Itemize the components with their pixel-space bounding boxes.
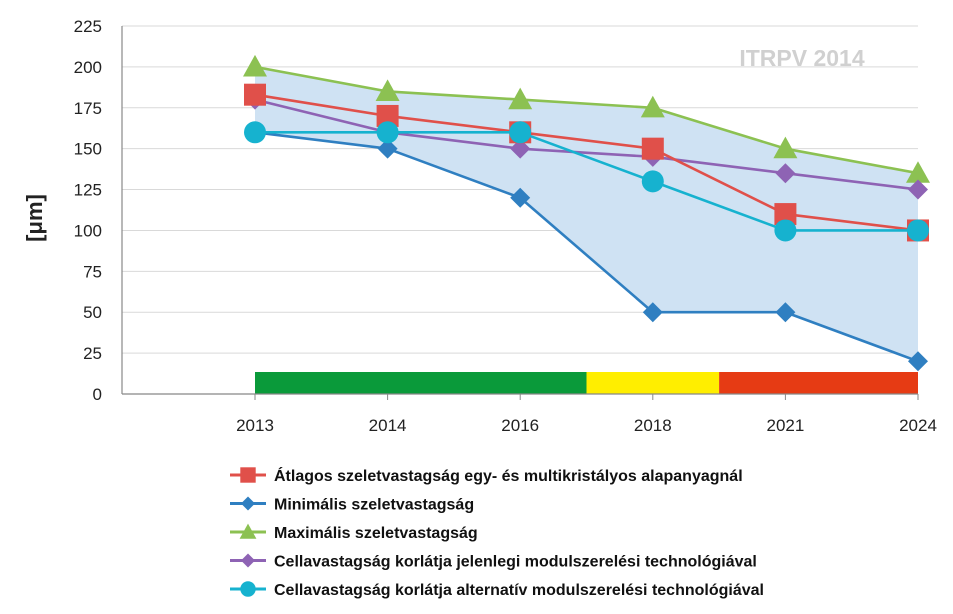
y-tick-label: 200 (74, 58, 102, 77)
marker-diamond (775, 302, 796, 323)
x-tick-label: 2018 (634, 416, 672, 435)
marker-diamond (642, 302, 663, 323)
y-tick-label: 25 (83, 344, 102, 363)
x-tick-label: 2021 (766, 416, 804, 435)
x-tick-label: 2024 (899, 416, 937, 435)
marker-triangle (773, 136, 798, 159)
status-bar-segment (586, 372, 720, 394)
marker-diamond (241, 496, 255, 511)
series-3 (243, 54, 930, 183)
series-group (243, 54, 930, 372)
marker-circle (509, 121, 532, 144)
marker-circle (907, 219, 929, 242)
legend-label: Cellavastagság korlátja jelenlegi moduls… (274, 554, 757, 571)
marker-circle (376, 121, 399, 144)
y-tick-label: 100 (74, 221, 102, 240)
y-tick-label: 225 (74, 17, 102, 36)
legend-item: Átlagos szeletvastagság egy- és multikri… (230, 466, 743, 485)
marker-circle (774, 219, 797, 242)
status-bar-segment (255, 372, 587, 394)
y-tick-label: 150 (74, 140, 102, 159)
axes (121, 26, 919, 400)
marker-diamond (775, 163, 796, 184)
status-bar-segment (719, 372, 918, 394)
y-tick-labels: 0 25 50 75 100 125 150 175 200 225 (74, 17, 102, 404)
marker-triangle (640, 95, 665, 118)
watermark: ITRPV 2014 (739, 45, 864, 71)
x-tick-labels: 2013 2014 2016 2018 2021 2024 (236, 416, 937, 435)
x-tick-label: 2016 (501, 416, 539, 435)
legend-item: Maximális szeletvastagság (230, 523, 478, 542)
shaded-range (255, 66, 918, 362)
marker-circle (240, 581, 256, 597)
y-tick-label: 0 (93, 385, 102, 404)
marker-diamond (377, 138, 398, 159)
legend-item: Cellavastagság korlátja jelenlegi moduls… (230, 553, 757, 571)
marker-triangle (508, 87, 533, 110)
marker-circle (244, 121, 266, 144)
series-line (254, 131, 919, 363)
range-band (255, 66, 918, 362)
series-line (255, 131, 918, 232)
marker-diamond (908, 179, 928, 200)
x-tick-label: 2014 (369, 416, 407, 435)
y-tick-label: 75 (83, 262, 102, 281)
marker-square (376, 104, 399, 127)
legend-label: Átlagos szeletvastagság egy- és multikri… (274, 466, 743, 485)
marker-diamond (241, 553, 255, 568)
series-line (254, 98, 919, 191)
series-line (254, 65, 919, 175)
status-bar (255, 372, 918, 394)
series-5 (244, 121, 929, 242)
y-tick-label: 50 (83, 303, 102, 322)
marker-triangle (243, 54, 267, 77)
legend-item: Minimális szeletvastagság (230, 496, 474, 514)
marker-triangle (239, 523, 257, 539)
marker-triangle (375, 79, 400, 102)
marker-circle (641, 170, 664, 193)
marker-square (774, 203, 797, 226)
y-axis-label: [μm] (22, 194, 47, 242)
legend-label: Cellavastagság korlátja alternatív modul… (274, 582, 764, 599)
marker-diamond (908, 351, 928, 372)
marker-square (244, 83, 266, 106)
marker-square (240, 467, 256, 483)
legend: Átlagos szeletvastagság egy- és multikri… (230, 466, 764, 599)
marker-diamond (510, 187, 531, 208)
marker-square (641, 137, 664, 160)
series-line (254, 93, 919, 232)
marker-triangle (906, 161, 930, 183)
legend-item: Cellavastagság korlátja alternatív modul… (230, 581, 764, 599)
legend-label: Maximális szeletvastagság (274, 525, 478, 542)
legend-label: Minimális szeletvastagság (274, 497, 474, 514)
y-tick-label: 175 (74, 99, 102, 118)
x-tick-label: 2013 (236, 416, 274, 435)
y-tick-label: 125 (74, 181, 102, 200)
marker-diamond (510, 138, 531, 159)
